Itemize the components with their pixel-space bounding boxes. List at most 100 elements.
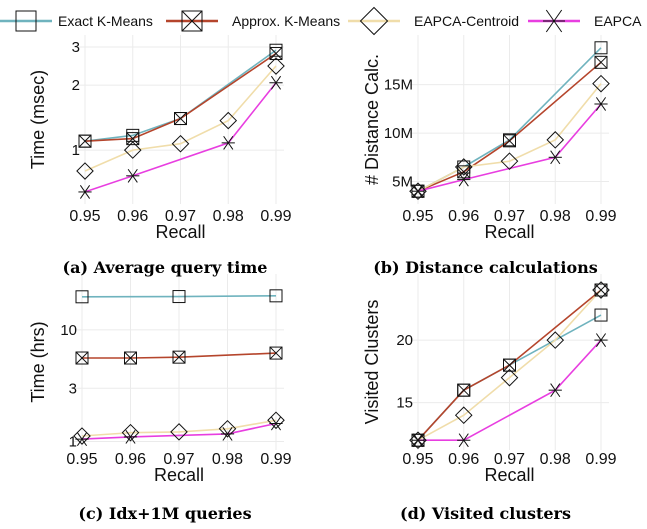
marker-diamond (546, 131, 565, 149)
marker-square (269, 289, 283, 303)
series-line-approx-k-means (82, 352, 277, 359)
marker-box (594, 55, 608, 69)
data-point-eapca-centroid (171, 134, 190, 153)
marker-star-stroke (125, 430, 136, 444)
marker-x-stroke (78, 134, 92, 148)
x-tick-labels: 0.95 0.96 0.97 0.98 0.99 (402, 451, 616, 468)
marker-x-stroke (503, 358, 516, 372)
legend-label: EAPCA (594, 13, 642, 29)
data-point-eapca (75, 432, 89, 447)
x-axis-label: Recall (484, 222, 534, 242)
marker-square (15, 10, 37, 32)
marker-star-stroke (76, 432, 88, 447)
data-point-eapca (411, 433, 425, 448)
y-tick-label: 10 (60, 322, 77, 339)
data-point-eapca (220, 427, 235, 441)
marker-diamond (171, 134, 190, 153)
legend-item-approx-k-means: Approx. K-Means (166, 10, 340, 32)
marker-diamond (454, 406, 473, 425)
y-axis-label: Time (msec) (28, 70, 48, 169)
data-point-eapca-centroid (500, 152, 519, 170)
data-point-eapca-centroid (454, 406, 473, 425)
data-point-approx-k-means (174, 112, 187, 126)
marker-diamond (267, 57, 285, 75)
marker-star-stroke (223, 135, 234, 150)
legend-item-exact-k-means: Exact K-Means (0, 10, 153, 32)
data-point-exact-k-means (269, 289, 283, 303)
marker-diamond (546, 331, 565, 349)
legend-marker-diamond-icon (359, 6, 389, 36)
marker-diamond (123, 141, 142, 159)
legend-label: Approx. K-Means (232, 13, 340, 29)
y-tick-label: 15M (384, 77, 413, 94)
x-tick-label: 0.99 (260, 208, 291, 225)
marker-diamond (76, 162, 94, 180)
series-line-eapca-centroid (417, 289, 602, 441)
chart-panel-b: 5M 10M 15M 0.95 0.96 0.97 0.98 0.99 Recall # Dist… (362, 35, 617, 242)
marker-box (75, 351, 89, 365)
marker-star-stroke (550, 150, 561, 165)
series-lines (84, 49, 277, 193)
marker-star-stroke (595, 97, 607, 111)
marker-star-stroke (79, 185, 91, 199)
data-point-eapca (269, 416, 283, 431)
marker-x-stroke (126, 132, 140, 145)
series-lines (417, 289, 602, 442)
x-tick-label: 0.95 (402, 208, 433, 225)
x-axis-label: Recall (155, 222, 205, 242)
data-point-approx-k-means (457, 383, 471, 397)
x-tick-labels: 0.95 0.96 0.97 0.98 0.99 (66, 451, 291, 468)
data-point-approx-k-means (124, 351, 137, 365)
data-point-exact-k-means (75, 290, 89, 304)
marker-box (503, 358, 516, 372)
gridlines (77, 35, 284, 204)
data-point-exact-k-means (172, 290, 186, 304)
marker-diamond (409, 182, 427, 201)
y-tick-label: 1 (72, 142, 80, 159)
x-tick-label: 0.96 (448, 208, 479, 225)
data-point-approx-k-means (269, 346, 283, 360)
data-point-eapca (126, 168, 140, 183)
gridlines (410, 35, 609, 204)
legend-label: EAPCA-Centroid (414, 13, 519, 29)
marker-diamond (500, 152, 519, 170)
chart-panel-a: 1 2 3 0.95 0.96 0.97 0.98 0.99 Recall Time (msec) (28, 35, 292, 242)
marker-x-stroke (503, 134, 516, 148)
data-point-approx-k-means (503, 134, 516, 148)
marker-star-stroke (458, 172, 469, 187)
marker-box (457, 383, 471, 397)
marker-box (457, 165, 471, 179)
marker-star-stroke (222, 427, 233, 441)
marker-star-stroke (595, 333, 607, 347)
y-tick-labels: 1 3 10 (60, 322, 77, 451)
data-point-eapca-centroid (454, 158, 473, 176)
data-point-eapca (221, 135, 235, 150)
y-axis-label: Time (hrs) (28, 321, 48, 402)
marker-star-stroke (458, 433, 469, 448)
data-point-eapca-centroid (546, 131, 565, 149)
marker-diamond (267, 411, 285, 430)
marker-x-stroke (75, 351, 89, 365)
x-tick-label: 0.97 (494, 451, 525, 468)
marker-diamond (73, 427, 91, 445)
data-point-approx-k-means (75, 351, 89, 365)
series-line-eapca (84, 82, 277, 193)
data-point-eapca-centroid (267, 411, 285, 430)
series-markers (76, 43, 285, 199)
y-tick-label: 1 (69, 434, 77, 451)
data-point-eapca (78, 185, 92, 199)
y-tick-labels: 1 2 3 (72, 39, 80, 159)
marker-star-stroke (545, 9, 563, 33)
caption-d: (d) Visited clusters (400, 504, 571, 523)
marker-diamond (359, 6, 389, 36)
y-tick-label: 5M (392, 174, 413, 191)
marker-box (594, 283, 608, 297)
x-tick-label: 0.98 (540, 451, 571, 468)
x-tick-labels: 0.95 0.96 0.97 0.98 0.99 (69, 208, 291, 225)
marker-x-stroke (594, 55, 608, 69)
x-tick-label: 0.98 (540, 208, 571, 225)
data-point-approx-k-means (594, 55, 608, 69)
series-markers (73, 289, 285, 447)
